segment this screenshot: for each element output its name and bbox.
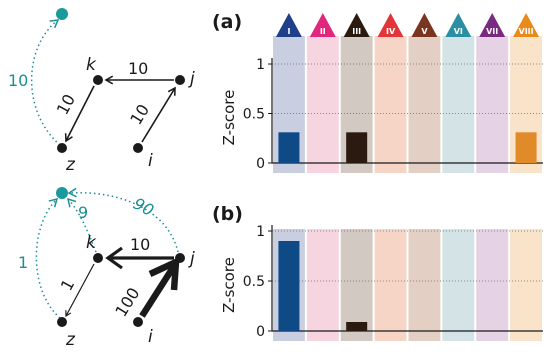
bar-III xyxy=(346,132,368,163)
node-i xyxy=(133,317,143,327)
edge-z-external xyxy=(35,197,61,319)
y-tick-label: 0.5 xyxy=(243,107,265,123)
node-label-z: z xyxy=(65,155,76,175)
category-marker-V xyxy=(411,13,438,37)
edge-j-k-arrowhead xyxy=(105,246,123,270)
edge-k-external xyxy=(66,197,97,253)
category-marker-VIII xyxy=(513,13,540,37)
category-band-V xyxy=(408,36,441,173)
category-marker-III xyxy=(343,13,370,37)
external-node xyxy=(56,8,68,20)
y-axis-label: Z-score xyxy=(220,257,238,313)
node-label-j: j xyxy=(188,249,195,269)
chart-b: 0 0.5 1 Z-score (b) xyxy=(212,203,543,341)
edge-label-j-k: 10 xyxy=(130,235,150,254)
external-node xyxy=(56,187,68,199)
edge-i-j-arrowhead xyxy=(148,256,180,291)
category-marker-IV xyxy=(377,13,404,37)
edge-label-k-external: 9 xyxy=(78,203,88,222)
category-band-VI xyxy=(442,36,475,173)
chart-a: 00.51Z-score(a) I II III IV V VI VII VIII xyxy=(212,11,543,173)
category-band-VII xyxy=(476,229,509,341)
bar-VIII xyxy=(515,132,537,163)
panel-label: (a) xyxy=(212,11,242,33)
panel-label: (b) xyxy=(212,203,243,225)
node-label-k: k xyxy=(86,233,97,253)
y-axis-label: Z-score xyxy=(220,90,238,146)
category-band-IV xyxy=(374,229,407,341)
edge-k-z xyxy=(64,85,95,143)
edge-label-j-k: 10 xyxy=(128,59,148,78)
edge-i-j xyxy=(141,86,176,143)
category-band-VI xyxy=(442,229,475,341)
node-j xyxy=(175,75,185,85)
edge-k-z xyxy=(65,263,95,318)
node-label-i: i xyxy=(148,327,153,347)
bar-III xyxy=(346,322,368,331)
edge-label-z-external: 1 xyxy=(18,253,28,272)
category-label-V: V xyxy=(421,27,428,36)
category-label-VII: VII xyxy=(486,27,498,36)
node-k xyxy=(93,75,103,85)
category-label-I: I xyxy=(287,27,290,36)
edge-z-external xyxy=(30,19,61,146)
y-tick-label: 0 xyxy=(256,324,265,340)
category-marker-II xyxy=(309,13,336,37)
category-label-II: II xyxy=(320,27,326,36)
node-label-i: i xyxy=(148,151,153,171)
bar-I xyxy=(278,132,300,163)
category-band-II xyxy=(306,229,339,341)
category-label-III: III xyxy=(352,27,361,36)
y-tick-label: 1 xyxy=(256,57,265,73)
node-i xyxy=(133,143,143,153)
category-marker-VII xyxy=(479,13,506,37)
category-band-VII xyxy=(476,36,509,173)
node-k xyxy=(93,253,103,263)
node-label-k: k xyxy=(86,55,97,75)
node-z xyxy=(57,317,67,327)
y-tick-label: 0 xyxy=(256,156,265,172)
y-tick-label: 1 xyxy=(256,224,265,240)
node-label-j: j xyxy=(188,69,195,89)
category-marker-VI xyxy=(445,13,472,37)
y-tick-label: 0.5 xyxy=(243,274,265,290)
category-band-IV xyxy=(374,36,407,173)
edge-j-external xyxy=(67,187,179,253)
edge-i-j xyxy=(139,264,177,318)
category-label-VIII: VIII xyxy=(519,27,534,36)
node-label-z: z xyxy=(65,330,76,350)
category-label-VI: VI xyxy=(454,27,463,36)
node-z xyxy=(57,143,67,153)
bar-I xyxy=(278,241,300,331)
category-marker-I xyxy=(275,13,302,37)
category-band-VIII xyxy=(510,229,542,341)
edge-label-z-external: 10 xyxy=(8,71,28,90)
category-label-IV: IV xyxy=(386,27,396,36)
category-band-V xyxy=(408,229,441,341)
category-band-II xyxy=(306,36,339,173)
